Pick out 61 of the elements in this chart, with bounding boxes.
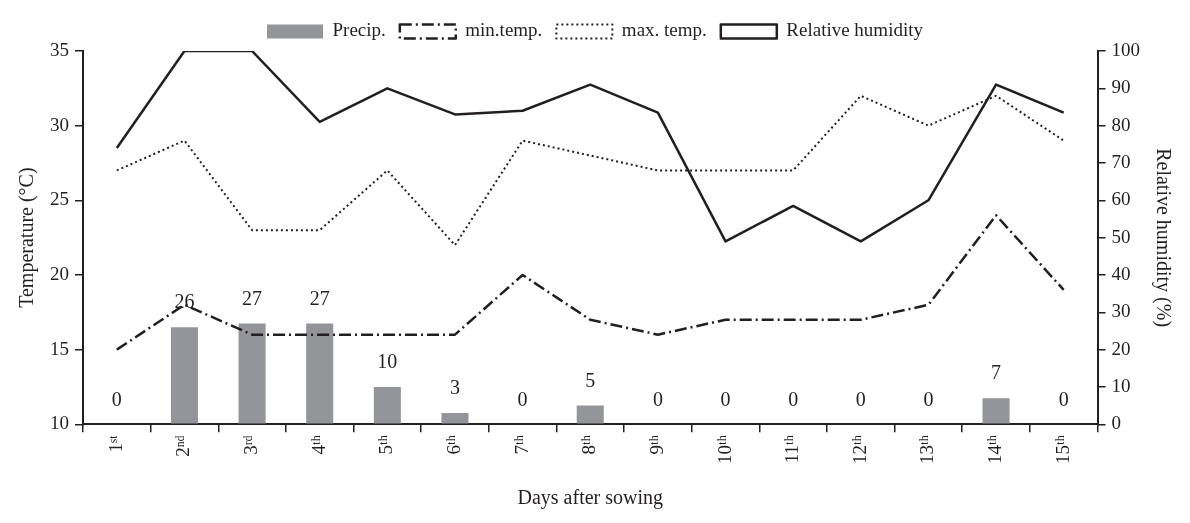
y-tick-label: 20 bbox=[50, 262, 69, 284]
x-axis-title: Days after sowing bbox=[517, 486, 664, 510]
data-label: 0 bbox=[788, 387, 799, 410]
y2-tick-label: 80 bbox=[1111, 113, 1131, 135]
legend-label: Precip. bbox=[332, 19, 386, 41]
line-series bbox=[115, 213, 1065, 351]
data-label: 27 bbox=[242, 286, 263, 309]
data-label: 0 bbox=[517, 387, 528, 410]
bar bbox=[306, 323, 334, 424]
y2-tick-label: 20 bbox=[1111, 337, 1131, 359]
bar bbox=[576, 405, 604, 424]
y-tick-label: 10 bbox=[50, 412, 69, 434]
y-tick-label: 30 bbox=[50, 113, 69, 135]
data-label: 0 bbox=[1058, 387, 1069, 410]
y-tick-label: 15 bbox=[50, 337, 69, 359]
x-tick-label: 11ᵗʰ bbox=[781, 435, 803, 464]
y2-tick-label: 30 bbox=[1111, 300, 1131, 322]
x-tick-label: 9ᵗʰ bbox=[645, 435, 667, 455]
y2-tick-label: 70 bbox=[1111, 150, 1131, 172]
x-tick-label: 7ᵗʰ bbox=[510, 435, 532, 455]
legend-label: max. temp. bbox=[621, 19, 707, 41]
y2-tick-label: 60 bbox=[1111, 188, 1131, 210]
x-tick-label: 15ᵗʰ bbox=[1051, 435, 1073, 465]
y-tick-label: 35 bbox=[50, 38, 69, 60]
legend-label: min.temp. bbox=[465, 19, 543, 41]
y2-tick-label: 50 bbox=[1111, 225, 1131, 247]
data-label: 0 bbox=[652, 387, 663, 410]
y2-tick-label: 10 bbox=[1111, 374, 1131, 396]
data-label: 5 bbox=[585, 368, 596, 391]
y2-tick-label: 100 bbox=[1111, 38, 1140, 60]
x-tick-label: 12ᵗʰ bbox=[848, 435, 870, 465]
data-label: 27 bbox=[309, 286, 330, 309]
data-label: 10 bbox=[377, 350, 398, 373]
y2-tick-label: 90 bbox=[1111, 76, 1131, 98]
x-tick-label: 5ᵗʰ bbox=[375, 435, 397, 455]
data-label: 0 bbox=[720, 387, 731, 410]
x-tick-label: 10ᵗʰ bbox=[713, 435, 735, 465]
x-tick-label: 14ᵗʰ bbox=[984, 435, 1006, 465]
x-tick-label: 8ᵗʰ bbox=[578, 435, 600, 455]
bar bbox=[441, 413, 469, 424]
x-tick-label: 3ʳᵈ bbox=[240, 435, 262, 455]
x-tick-label: 13ᵗʰ bbox=[916, 435, 938, 465]
data-label: 7 bbox=[991, 361, 1002, 384]
bar bbox=[170, 327, 198, 424]
y2-axis-title: Relative humidity (%) bbox=[1151, 148, 1175, 328]
x-tick-label: 6ᵗʰ bbox=[442, 435, 464, 455]
data-label: 0 bbox=[111, 387, 122, 410]
data-label: 3 bbox=[449, 376, 460, 399]
legend-label: Relative humidity bbox=[786, 19, 924, 41]
bar bbox=[373, 386, 401, 424]
x-tick-label: 4ᵗʰ bbox=[307, 435, 329, 455]
y2-tick-label: 40 bbox=[1111, 262, 1131, 284]
data-label: 0 bbox=[855, 387, 866, 410]
bar bbox=[982, 398, 1010, 424]
bar bbox=[238, 323, 266, 424]
x-tick-label: 2ⁿᵈ bbox=[172, 435, 194, 457]
y2-tick-label: 0 bbox=[1111, 412, 1121, 434]
data-label: 0 bbox=[923, 387, 934, 410]
y-axis-title: Temperature (°C) bbox=[15, 167, 39, 308]
y-tick-label: 25 bbox=[50, 188, 69, 210]
x-tick-label: 1ˢᵗ bbox=[104, 434, 126, 453]
